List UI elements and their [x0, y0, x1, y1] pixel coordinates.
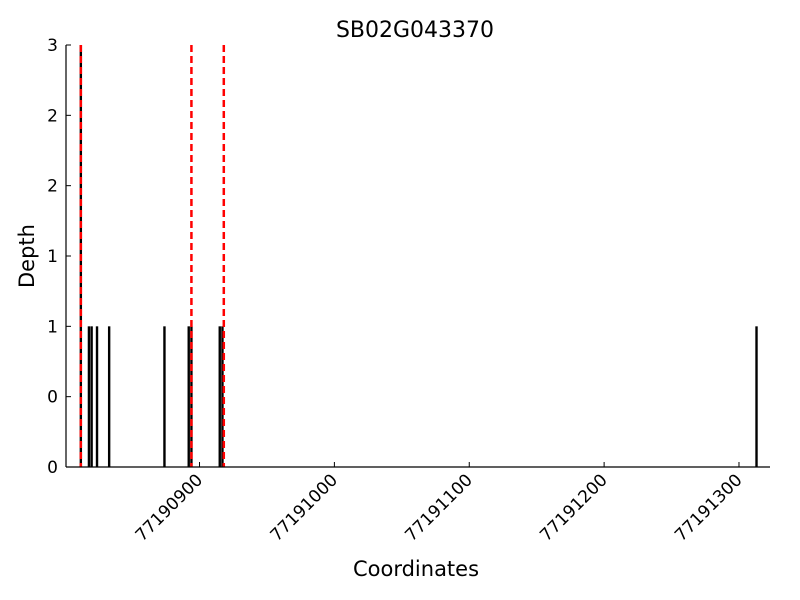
y-tick-label: 3: [47, 36, 58, 56]
bar: [90, 326, 93, 467]
bar: [187, 326, 190, 467]
bar: [107, 326, 111, 467]
y-tick-label: 2: [47, 177, 58, 197]
x-tick-label: 77191100: [401, 470, 476, 545]
y-tick-label: 2: [47, 106, 58, 126]
bar: [755, 326, 758, 467]
bar: [95, 326, 99, 467]
y-tick-label: 1: [47, 317, 58, 337]
y-tick-label: 0: [47, 388, 58, 408]
x-tick-label: 77190900: [132, 470, 207, 545]
y-tick-label: 1: [47, 247, 58, 267]
y-axis-label: Depth: [15, 224, 39, 288]
bar: [221, 326, 224, 467]
chart-title: SB02G043370: [336, 18, 494, 43]
y-tick-label: 0: [47, 458, 58, 478]
bar: [218, 326, 221, 467]
bar: [190, 326, 193, 467]
x-axis-label: Coordinates: [353, 557, 479, 581]
x-tick-label: 77191000: [267, 470, 342, 545]
x-tick-label: 77191300: [671, 470, 746, 545]
bar: [87, 326, 91, 467]
bar: [163, 326, 166, 467]
x-tick-label: 77191200: [536, 470, 611, 545]
